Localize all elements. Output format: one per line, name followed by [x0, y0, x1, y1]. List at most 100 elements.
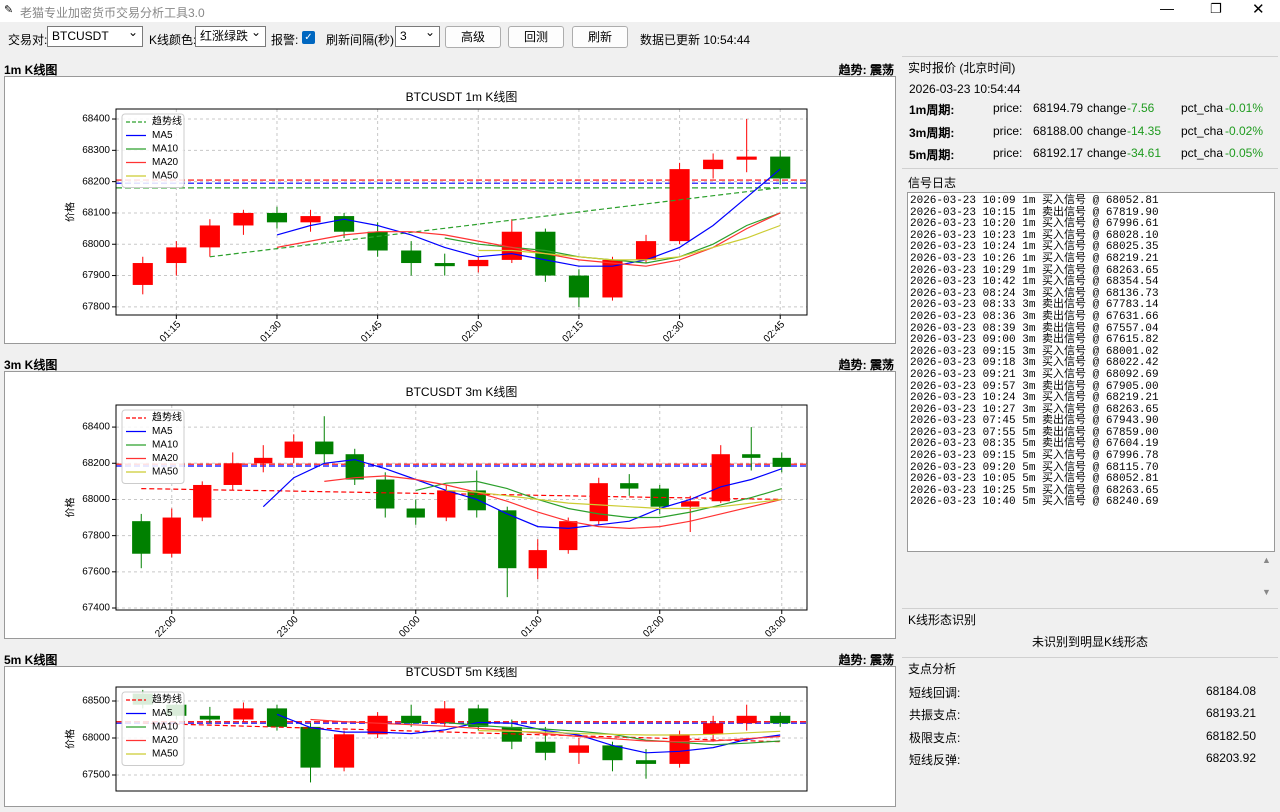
log-line: 2026-03-23 08:24 3m 买入信号 @ 68136.73 [910, 287, 1159, 300]
quote-time: 2026-03-23 10:54:44 [909, 82, 1021, 96]
candle-body [334, 734, 355, 768]
y-tick-label: 68200 [82, 176, 110, 187]
panel-title: 1m K线图 [4, 63, 58, 77]
price-value: 68188.00 [1033, 123, 1084, 138]
legend-label: MA5 [152, 130, 173, 141]
advanced-button[interactable]: 高级 [445, 26, 501, 48]
candle-body [568, 745, 589, 753]
price-label: price: [993, 123, 1023, 138]
change-label: change [1087, 101, 1127, 115]
log-line: 2026-03-23 10:27 3m 买入信号 @ 68263.65 [910, 403, 1159, 416]
scroll-down[interactable]: ▼ [1262, 587, 1271, 597]
signal-group: 信号日志 [902, 168, 1278, 598]
log-line: 2026-03-23 10:05 5m 买入信号 @ 68052.81 [910, 473, 1159, 486]
candle-body [406, 508, 425, 518]
scroll-up[interactable]: ▲ [1262, 555, 1271, 565]
candle-body [132, 521, 151, 554]
log-line: 2026-03-23 10:15 1m 卖出信号 @ 67819.90 [910, 206, 1159, 219]
panel-title: 5m K线图 [4, 653, 58, 667]
candle-body [162, 517, 181, 554]
ma-line [141, 488, 782, 500]
candle-body [703, 159, 724, 170]
candle-body [681, 501, 700, 507]
y-axis-label: 价格 [64, 729, 77, 749]
x-tick-label: 01:30 [258, 319, 284, 343]
candle-body [535, 741, 556, 753]
log-line: 2026-03-23 09:18 3m 买入信号 @ 68022.42 [910, 357, 1159, 370]
trend-label: 趋势: 震荡 [838, 63, 894, 77]
period-label: 3m周期: [909, 125, 955, 140]
candle-body [193, 484, 212, 518]
group-title: 支点分析 [908, 662, 957, 676]
legend: 趋势线 MA5 MA10 MA20 MA50 [121, 691, 185, 766]
legend-label: 趋势线 [152, 115, 182, 128]
interval-select[interactable]: 3 [395, 23, 440, 47]
log-line: 2026-03-23 10:24 3m 买入信号 @ 68219.21 [910, 392, 1159, 405]
minimize[interactable]: — [1160, 0, 1174, 16]
log-line: 2026-03-23 07:55 5m 卖出信号 @ 67859.00 [910, 426, 1159, 439]
legend: 趋势线 MA5 MA10 MA20 MA50 [121, 409, 185, 484]
candle-body [401, 715, 422, 724]
x-tick-label: 02:30 [661, 319, 687, 343]
log-line: 2026-03-23 09:57 3m 卖出信号 @ 67905.00 [910, 380, 1159, 393]
x-tick-label: 22:00 [153, 614, 179, 638]
candle-body [772, 457, 791, 467]
candle-body [467, 490, 486, 511]
y-axis-label: 价格 [64, 498, 77, 518]
log-line: 2026-03-23 09:20 5m 买入信号 @ 68115.70 [910, 461, 1159, 474]
color-select[interactable]: 红涨绿跌 [195, 23, 266, 47]
ma-line [446, 489, 782, 510]
pivot-label: 短线反弹: [909, 752, 961, 767]
legend-label: MA50 [152, 749, 179, 760]
ma-line [276, 168, 781, 267]
log-line: 2026-03-23 08:33 3m 卖出信号 @ 67783.14 [910, 299, 1159, 312]
backtest-button[interactable]: 回测 [508, 26, 564, 48]
candle-body [233, 708, 254, 720]
ma-line [415, 480, 782, 519]
plot-frame [115, 686, 808, 792]
log-line: 2026-03-23 08:36 3m 卖出信号 @ 67631.66 [910, 310, 1159, 323]
log-line: 2026-03-23 10:40 5m 买入信号 @ 68240.69 [910, 496, 1159, 509]
ma-line [142, 722, 781, 743]
app-icon: ✎ [4, 4, 14, 16]
candle-body [315, 441, 334, 455]
ma-line [262, 458, 783, 530]
legend-box [121, 409, 185, 484]
candle-body [602, 745, 623, 761]
x-tick-label: 01:15 [158, 319, 184, 343]
ma-line [478, 730, 781, 736]
group-title: 实时报价 (北京时间) [908, 61, 1016, 75]
x-tick-label: 02:00 [641, 614, 667, 638]
candle-body [736, 715, 757, 724]
candle-body [528, 550, 547, 569]
maximize[interactable]: ❐ [1210, 1, 1222, 16]
pivot-value: 68184.08 [1205, 684, 1256, 698]
legend-box [121, 113, 185, 188]
alert-checkbox[interactable]: ✓ [302, 31, 315, 44]
group-title: K线形态识别 [908, 613, 977, 627]
y-tick-label: 68400 [82, 114, 110, 125]
y-tick-label: 67600 [82, 566, 110, 577]
candle-body [367, 231, 388, 251]
log-line: 2026-03-23 10:23 1m 买入信号 @ 68028.10 [910, 229, 1159, 242]
pair-select[interactable]: BTCUSDT [47, 23, 143, 47]
candle-body [300, 726, 321, 768]
price-value: 68194.79 [1033, 101, 1084, 115]
candle-body [635, 241, 657, 260]
pivot-value: 68203.92 [1205, 750, 1256, 765]
legend: 趋势线 MA5 MA10 MA20 MA50 [121, 113, 185, 188]
refresh-button[interactable]: 刷新 [572, 26, 628, 48]
candle-body [199, 715, 220, 720]
close[interactable]: ✕ [1252, 1, 1265, 18]
log-line: 2026-03-23 10:42 1m 买入信号 @ 68354.54 [910, 276, 1159, 289]
legend-label: MA10 [152, 722, 179, 733]
y-tick-label: 68400 [82, 422, 110, 433]
candle-body [559, 521, 578, 551]
legend-label: MA10 [152, 440, 179, 451]
candle-body [254, 457, 273, 464]
x-tick-label: 00:00 [397, 614, 423, 638]
change-value: -34.61 [1127, 146, 1162, 160]
candle-body [711, 454, 730, 502]
candle-body [132, 263, 153, 285]
panel-header: 3m K线图 趋势: 震荡 [4, 356, 896, 372]
